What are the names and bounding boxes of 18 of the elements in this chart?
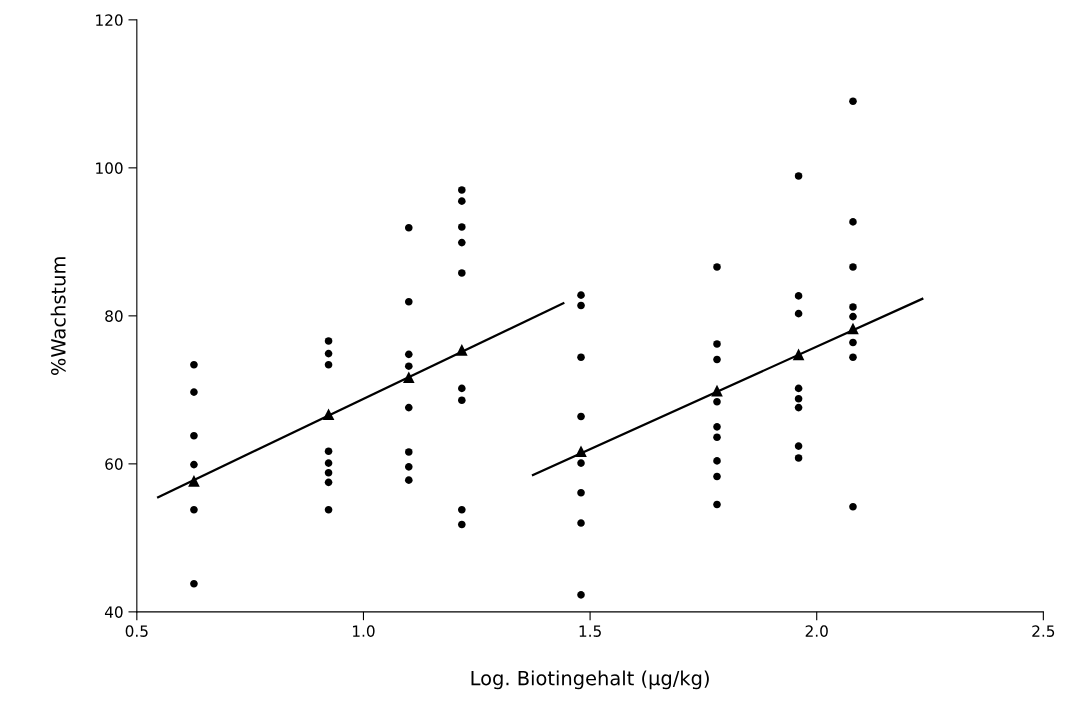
point <box>575 445 587 458</box>
x-tick-label: 1.5 <box>579 625 601 637</box>
y-axis-title: %Wachstum <box>50 257 66 375</box>
y-tick-label: 60 <box>105 458 123 470</box>
x-tick-label: 2.5 <box>1032 625 1055 637</box>
point <box>792 348 805 361</box>
x-axis-title: Log. Biotingehalt (µg/kg) <box>471 670 709 690</box>
y-tick-label: 80 <box>105 310 123 322</box>
x-tick-label: 2.0 <box>805 625 828 637</box>
x-tick-label: 1.0 <box>352 625 375 637</box>
y-tick-label: 100 <box>96 162 123 174</box>
point <box>456 344 468 356</box>
point <box>188 475 200 487</box>
point <box>322 408 335 421</box>
point <box>402 371 415 384</box>
y-tick-label: 40 <box>104 606 123 618</box>
x-tick-label: 0.5 <box>125 625 148 637</box>
y-tick-label: 120 <box>96 14 123 26</box>
